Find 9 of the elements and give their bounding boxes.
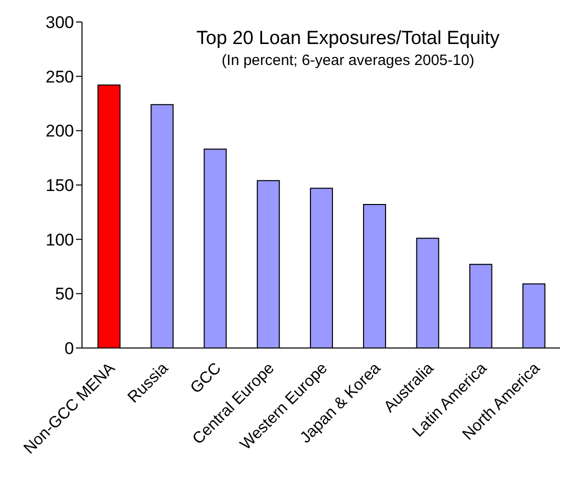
- y-tick-label: 250: [46, 67, 74, 86]
- y-tick-label: 150: [46, 176, 74, 196]
- y-tick-label: 300: [46, 13, 74, 32]
- text: (In percent; 6-year averages 2005-10): [222, 52, 474, 69]
- chart-title: Top 20 Loan Exposures/Total Equity: [196, 28, 500, 49]
- y-tick-label: 0: [64, 339, 74, 358]
- y-tick-label: 200: [46, 122, 74, 141]
- y-tick-label: 50: [55, 284, 74, 304]
- y-tick-label: 100: [46, 230, 74, 250]
